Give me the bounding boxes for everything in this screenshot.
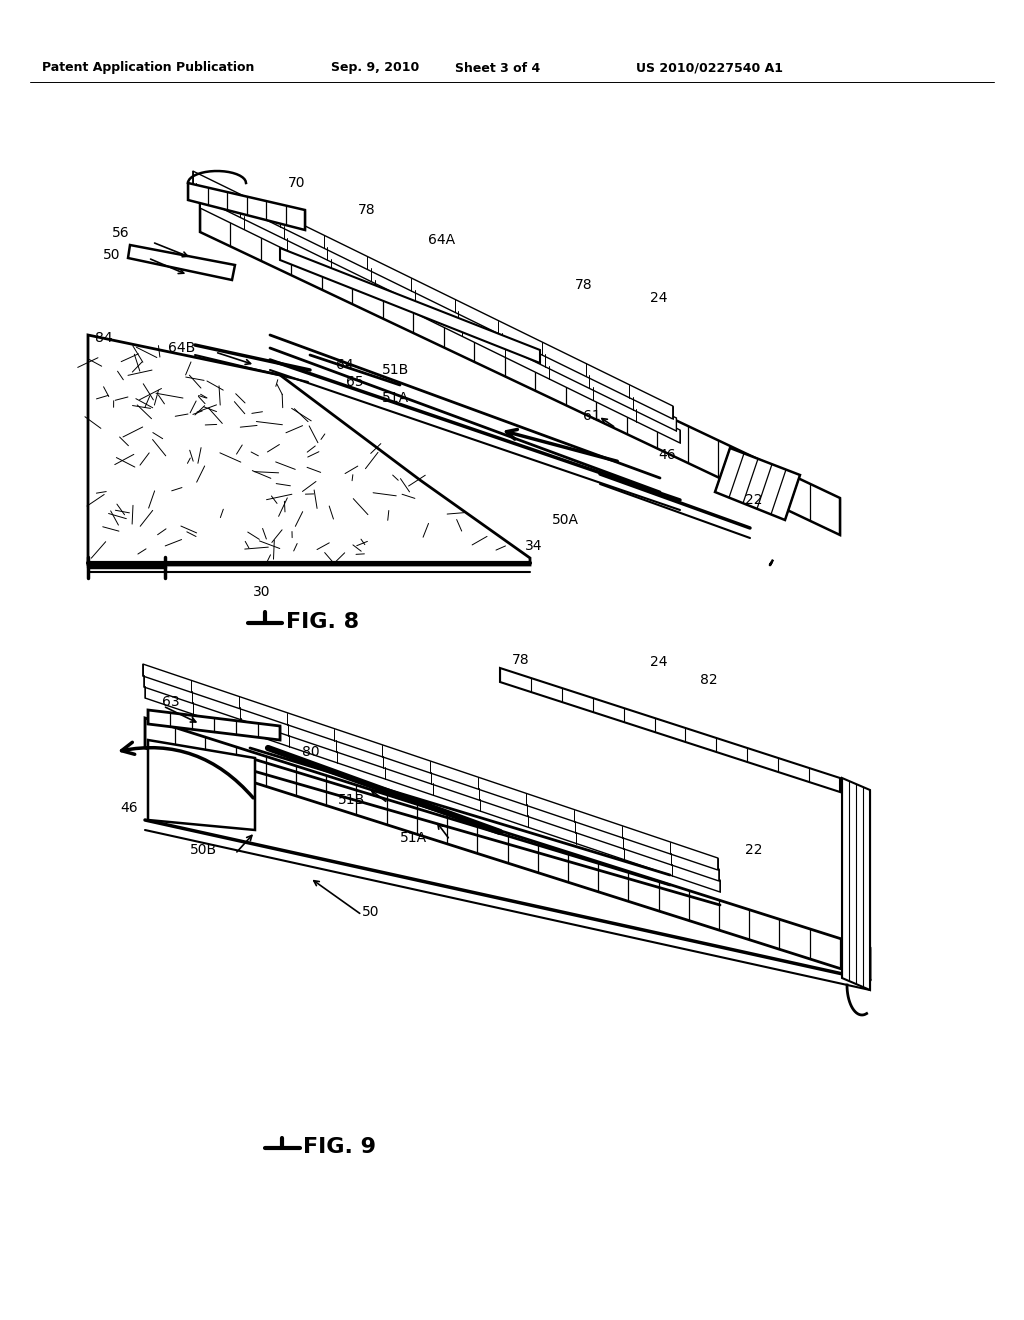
Text: 64A: 64A [428, 234, 455, 247]
Text: Sheet 3 of 4: Sheet 3 of 4 [456, 62, 541, 74]
Polygon shape [145, 686, 720, 892]
Polygon shape [842, 777, 870, 990]
Text: 70: 70 [288, 176, 305, 190]
Polygon shape [500, 668, 840, 792]
Text: 82: 82 [700, 673, 718, 686]
Polygon shape [148, 741, 255, 830]
Polygon shape [197, 183, 677, 432]
Polygon shape [188, 183, 305, 230]
Text: 46: 46 [658, 447, 676, 462]
Text: 80: 80 [302, 744, 319, 759]
Text: 50: 50 [103, 248, 121, 261]
Polygon shape [715, 447, 800, 520]
Text: 30: 30 [253, 585, 270, 599]
Text: 61: 61 [583, 409, 601, 422]
Text: 78: 78 [512, 653, 529, 667]
Text: 22: 22 [745, 843, 763, 857]
Text: 84: 84 [95, 331, 113, 345]
Text: 22: 22 [745, 492, 763, 507]
Text: 65: 65 [346, 375, 364, 389]
Text: 64: 64 [336, 358, 353, 372]
Text: 34: 34 [525, 539, 543, 553]
Polygon shape [193, 172, 673, 418]
Polygon shape [142, 664, 718, 870]
Text: 46: 46 [120, 801, 137, 814]
Polygon shape [148, 710, 280, 741]
Text: 24: 24 [650, 290, 668, 305]
Polygon shape [128, 246, 234, 280]
Text: 51B: 51B [338, 793, 366, 807]
Text: 64B: 64B [168, 341, 196, 355]
Text: 50A: 50A [552, 513, 579, 527]
Text: 50: 50 [362, 906, 380, 919]
Polygon shape [280, 248, 540, 363]
Polygon shape [88, 335, 530, 565]
Text: Patent Application Publication: Patent Application Publication [42, 62, 254, 74]
Text: 51B: 51B [382, 363, 410, 378]
Text: 24: 24 [650, 655, 668, 669]
Text: 51A: 51A [382, 391, 410, 405]
Text: 78: 78 [358, 203, 376, 216]
Text: FIG. 8: FIG. 8 [286, 612, 359, 632]
Polygon shape [144, 675, 719, 880]
Polygon shape [200, 195, 840, 535]
Text: 51A: 51A [400, 832, 427, 845]
Text: 50B: 50B [190, 843, 217, 857]
Text: FIG. 9: FIG. 9 [303, 1137, 376, 1158]
Text: US 2010/0227540 A1: US 2010/0227540 A1 [637, 62, 783, 74]
Text: 63: 63 [162, 696, 179, 709]
Polygon shape [145, 718, 870, 978]
Text: 78: 78 [575, 279, 593, 292]
Text: 56: 56 [112, 226, 130, 240]
Polygon shape [200, 195, 680, 444]
Text: Sep. 9, 2010: Sep. 9, 2010 [331, 62, 419, 74]
